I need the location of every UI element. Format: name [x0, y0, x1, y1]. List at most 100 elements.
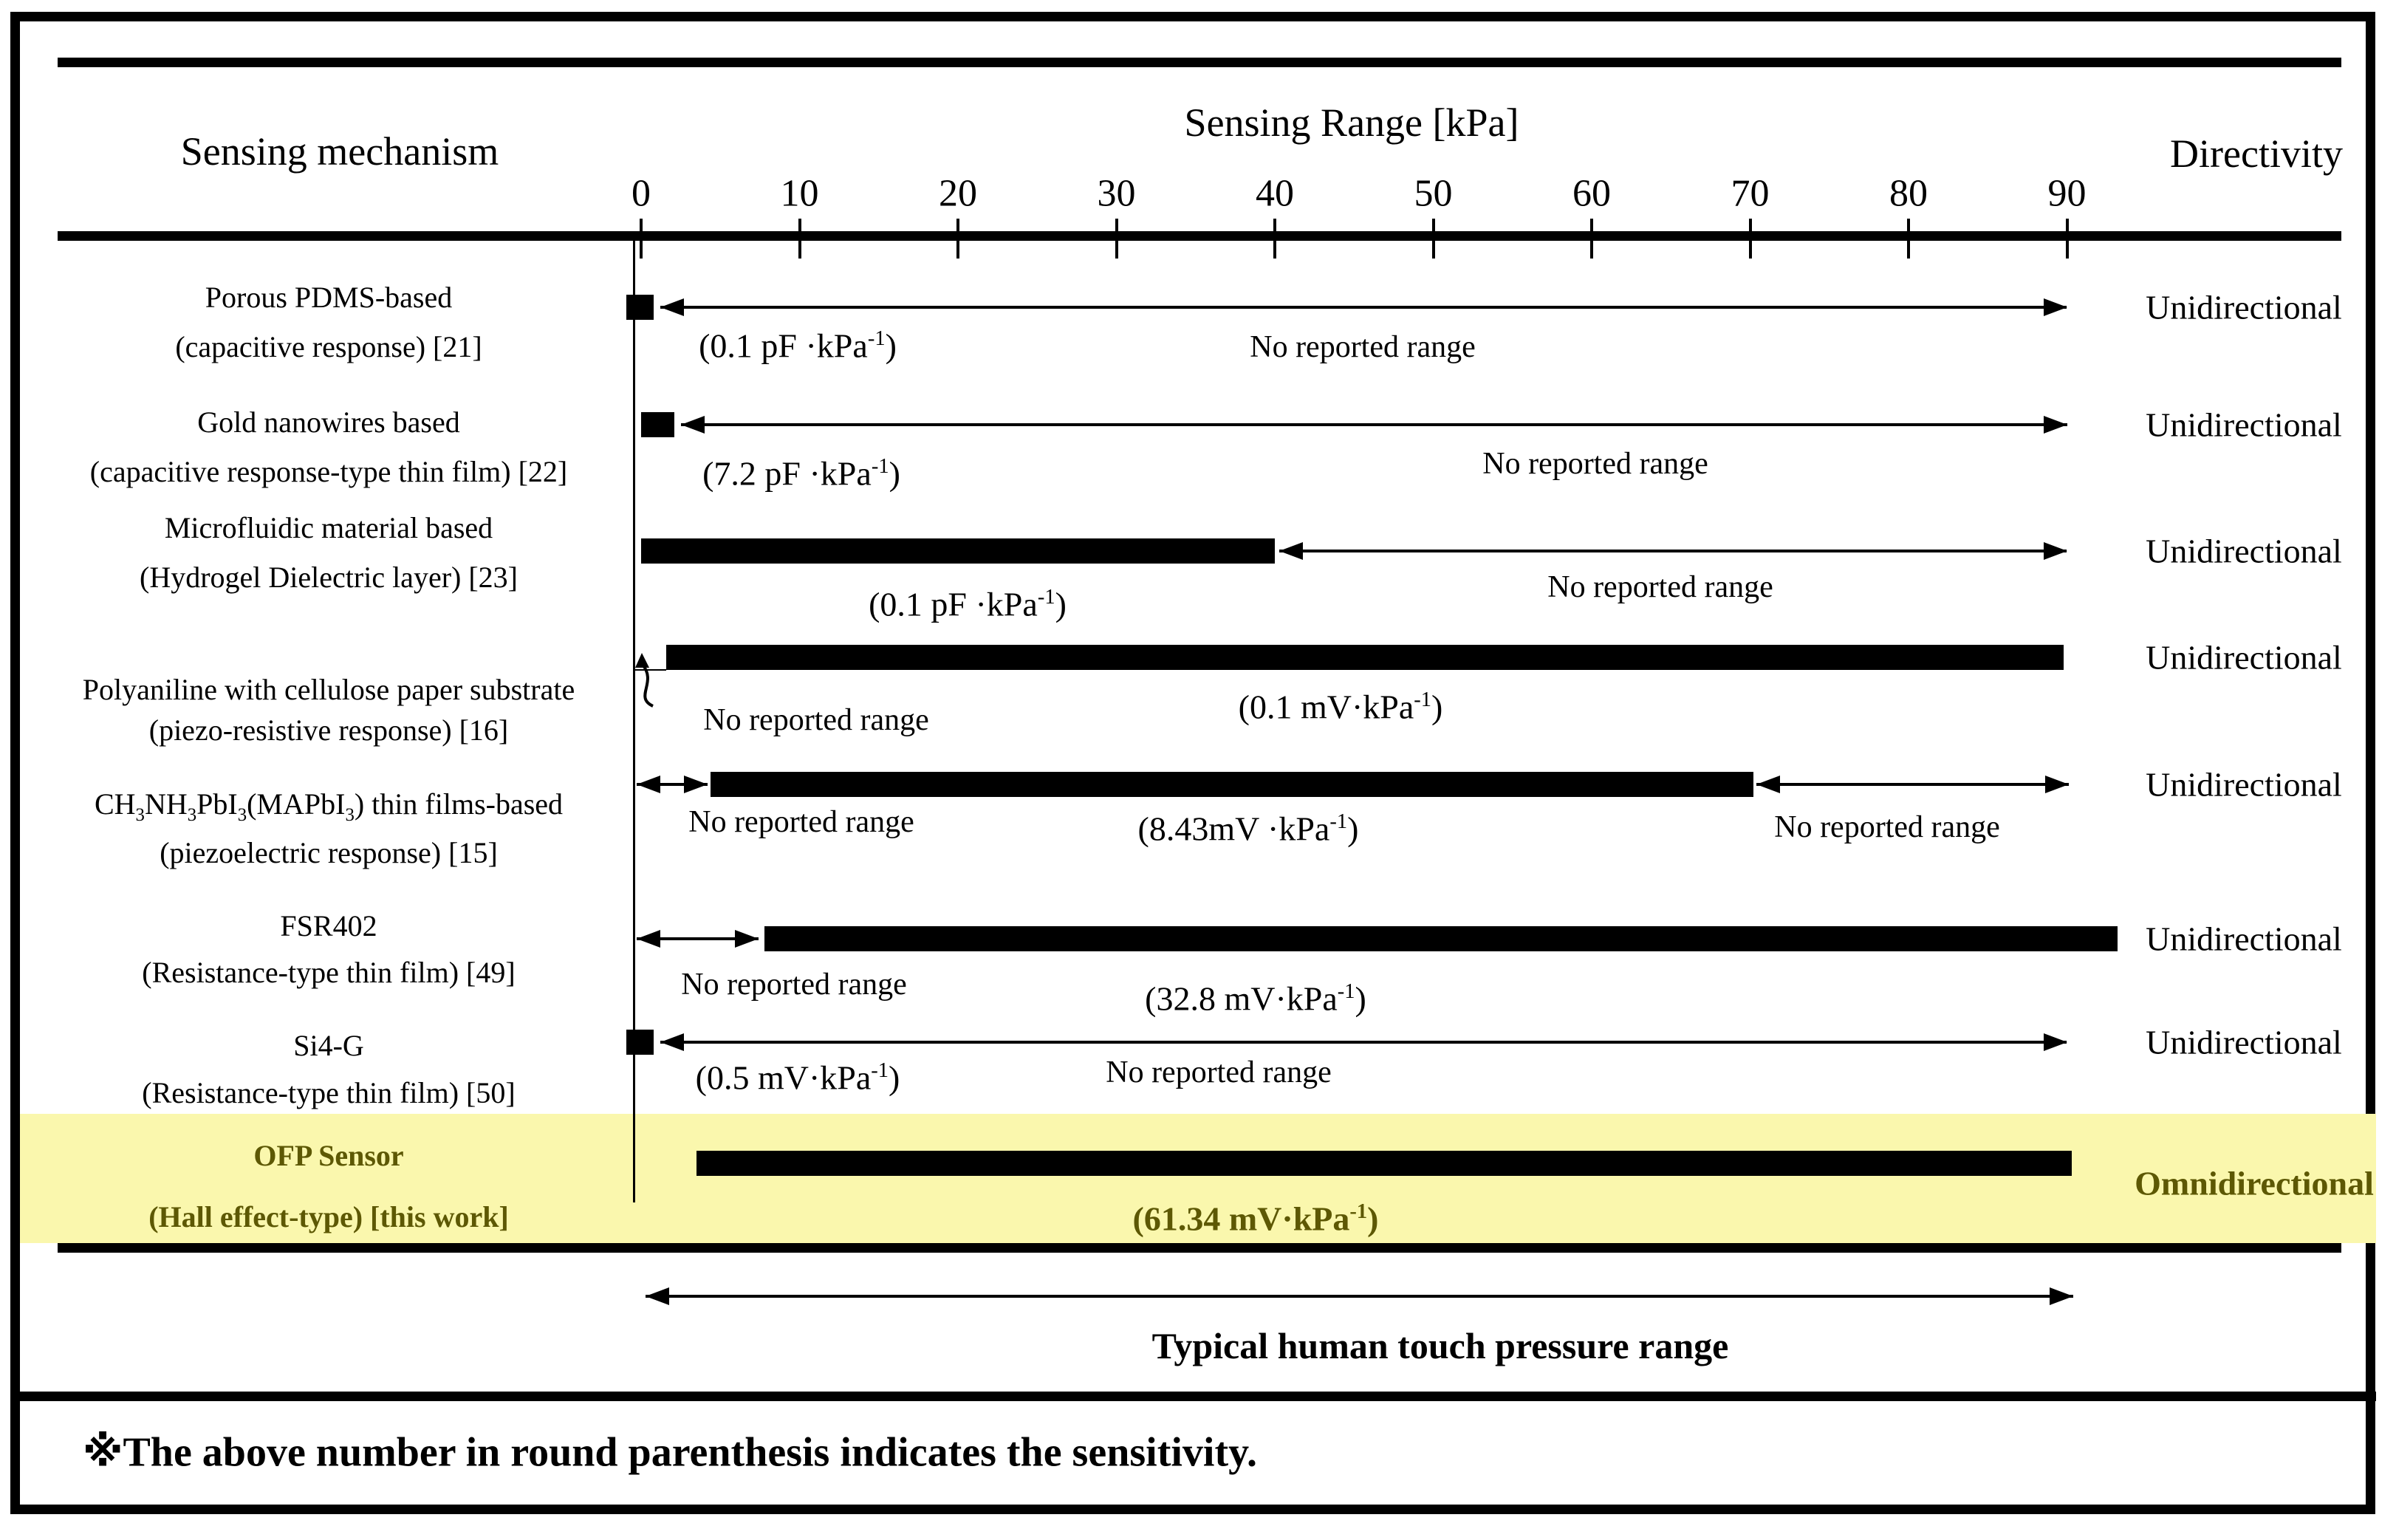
mechanism-label-line: Porous PDMS-based	[205, 281, 453, 314]
no-reported-range-label: No reported range	[1482, 447, 1708, 481]
mechanism-label-line: (Hall effect-type) [this work]	[148, 1200, 509, 1233]
axis-tick-mark-10	[798, 219, 801, 259]
no-range-arrow-right-arrowhead	[734, 930, 759, 948]
header-separator-rule	[58, 231, 2341, 241]
no-reported-range-label: No reported range	[688, 805, 914, 839]
axis-tick-label-70: 70	[1731, 172, 1770, 215]
no-reported-range-label: No reported range	[681, 968, 907, 1002]
axis-tick-mark-60	[1590, 219, 1593, 259]
no-range-arrow-right-arrowhead	[2043, 416, 2067, 434]
sensitivity-label: (0.5 mV·kPa-1)	[695, 1058, 900, 1097]
no-range-arrow-right-arrowhead	[2044, 776, 2069, 793]
axis-tick-mark-90	[2065, 219, 2069, 259]
axis-tick-mark-50	[1431, 219, 1435, 259]
no-reported-range-label: No reported range	[1250, 330, 1476, 364]
axis-tick-mark-40	[1273, 219, 1276, 259]
directivity-label: Unidirectional	[2146, 920, 2342, 958]
axis-zero-line	[633, 235, 635, 1202]
sensing-range-bar	[764, 926, 2118, 951]
axis-tick-mark-0	[640, 219, 643, 259]
sensitivity-label: (0.1 pF ·kPa-1)	[699, 326, 897, 365]
no-range-arrow-left-arrowhead	[636, 776, 660, 793]
touch-range-line	[646, 1295, 2074, 1298]
touch-range-left-arrowhead	[646, 1287, 670, 1305]
no-range-arrow-left-arrowhead	[680, 416, 705, 434]
sensing-range-bar	[626, 1030, 654, 1055]
sensitivity-label: (32.8 mV·kPa-1)	[1145, 979, 1366, 1018]
axis-tick-label-80: 80	[1889, 172, 1928, 215]
no-range-arrow-line	[1756, 783, 2069, 786]
axis-connector-line	[634, 669, 666, 671]
directivity-label: Omnidirectional	[2135, 1164, 2374, 1202]
no-reported-range-label: No reported range	[1106, 1055, 1332, 1089]
column-header-sensing-range: Sensing Range [kPa]	[1184, 100, 1519, 145]
no-range-arrow-line	[660, 306, 2067, 309]
touch-range-right-arrowhead	[2050, 1287, 2074, 1305]
mechanism-label-line: (Resistance-type thin film) [50]	[142, 1076, 516, 1109]
mechanism-label-line: (piezoelectric response) [15]	[160, 836, 498, 869]
table-bottom-rule	[58, 1243, 2341, 1253]
axis-tick-label-60: 60	[1572, 172, 1611, 215]
sensing-range-bar	[626, 295, 654, 320]
mechanism-label-line: CH3NH3PbI3(MAPbI3) thin films-based	[94, 787, 564, 825]
axis-tick-mark-70	[1748, 219, 1752, 259]
sensing-range-bar	[666, 645, 2064, 670]
mechanism-label-line: FSR402	[280, 909, 377, 942]
no-range-arrow-right-arrowhead	[2043, 1033, 2067, 1051]
axis-tick-label-30: 30	[1097, 172, 1136, 215]
no-range-arrow-line	[660, 1041, 2067, 1044]
no-range-arrow-right-arrowhead	[684, 776, 708, 793]
no-range-arrow-left-arrowhead	[660, 298, 684, 316]
column-header-sensing-mechanism: Sensing mechanism	[180, 129, 499, 174]
no-range-arrow-left-arrowhead	[660, 1033, 684, 1051]
sensing-range-bar	[641, 412, 675, 437]
axis-tick-mark-30	[1115, 219, 1118, 259]
sensitivity-label: (8.43mV ·kPa-1)	[1137, 810, 1359, 848]
axis-tick-label-40: 40	[1256, 172, 1294, 215]
curved-pointer-arrow	[629, 653, 659, 712]
mechanism-label-line: OFP Sensor	[253, 1139, 404, 1172]
column-header-directivity: Directivity	[2170, 131, 2343, 176]
directivity-label: Unidirectional	[2146, 1023, 2342, 1061]
footnote-separator-rule	[20, 1392, 2376, 1401]
mechanism-label-line: Polyaniline with cellulose paper substra…	[82, 673, 575, 706]
directivity-label: Unidirectional	[2146, 638, 2342, 677]
directivity-label: Unidirectional	[2146, 765, 2342, 804]
mechanism-label-line: Microfluidic material based	[164, 511, 493, 544]
axis-tick-label-0: 0	[631, 172, 651, 215]
no-reported-range-label: No reported range	[1547, 570, 1773, 604]
sensing-range-bar	[711, 772, 1753, 797]
no-range-arrow-right-arrowhead	[2043, 298, 2067, 316]
no-range-arrow-line	[680, 423, 2067, 426]
highlight-band	[20, 1114, 2376, 1243]
no-reported-range-label: No reported range	[1774, 810, 2000, 844]
axis-tick-label-90: 90	[2047, 172, 2087, 215]
directivity-label: Unidirectional	[2146, 532, 2342, 570]
mechanism-label-line: (piezo-resistive response) [16]	[148, 713, 509, 747]
sensitivity-label: (0.1 pF ·kPa-1)	[869, 585, 1067, 623]
mechanism-label-line: (Hydrogel Dielectric layer) [23]	[140, 561, 518, 594]
no-range-arrow-left-arrowhead	[1279, 542, 1304, 560]
no-range-arrow-line	[1279, 550, 2067, 552]
directivity-label: Unidirectional	[2146, 405, 2342, 444]
no-range-arrow-left-arrowhead	[636, 930, 660, 948]
axis-tick-label-20: 20	[939, 172, 977, 215]
sensitivity-label: (61.34 mV·kPa-1)	[1132, 1200, 1379, 1238]
sensing-range-bar	[641, 538, 1275, 564]
mechanism-label-line: Si4-G	[293, 1029, 364, 1062]
no-range-arrow-right-arrowhead	[2043, 542, 2067, 560]
sensitivity-label: (7.2 pF ·kPa-1)	[702, 454, 900, 493]
mechanism-label-line: (Resistance-type thin film) [49]	[142, 956, 516, 989]
axis-tick-label-50: 50	[1414, 172, 1453, 215]
axis-tick-mark-20	[956, 219, 959, 259]
sensitivity-footnote: ※The above number in round parenthesis i…	[83, 1429, 1258, 1476]
sensing-range-bar	[696, 1151, 2072, 1176]
axis-tick-mark-80	[1907, 219, 1910, 259]
axis-tick-label-10: 10	[780, 172, 819, 215]
touch-range-label: Typical human touch pressure range	[1151, 1325, 1729, 1366]
no-range-arrow-line	[636, 783, 708, 786]
mechanism-label-line: (capacitive response) [21]	[175, 330, 482, 363]
no-range-arrow-line	[636, 937, 759, 940]
sensitivity-label: (0.1 mV·kPa-1)	[1238, 688, 1443, 726]
